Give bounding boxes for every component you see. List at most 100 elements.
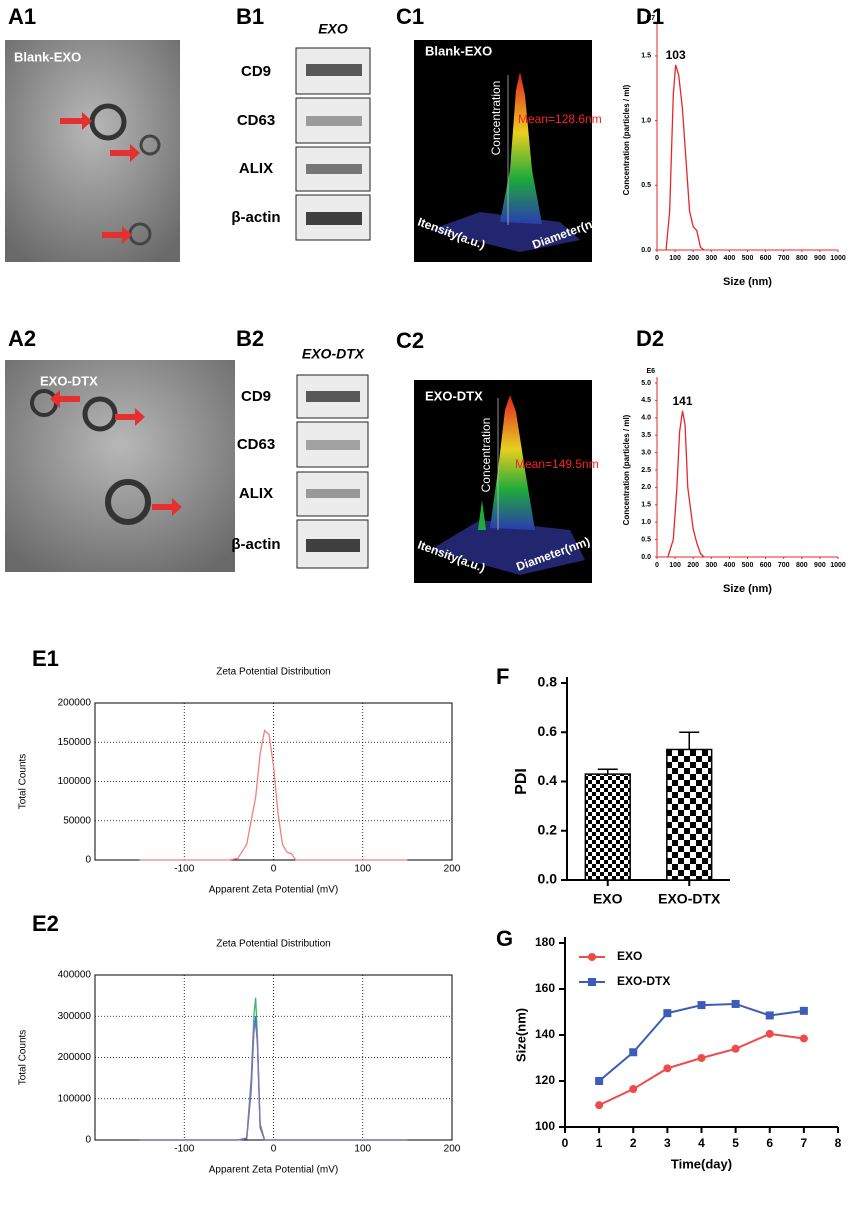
data-point bbox=[765, 1011, 774, 1020]
panel-label: D2 bbox=[636, 326, 664, 351]
x-tick-label: 7 bbox=[801, 1136, 808, 1150]
y-axis-label: Total Counts bbox=[18, 1030, 29, 1086]
panel-label: E1 bbox=[32, 646, 59, 671]
blot-title: EXO-DTX bbox=[302, 346, 366, 362]
panel-label: G bbox=[496, 926, 513, 951]
x-tick-label: 100 bbox=[354, 864, 371, 875]
y-tick-label: 2.0 bbox=[641, 484, 651, 491]
y-axis-label: Concentration (particles / ml) bbox=[622, 84, 631, 195]
x-axis-label: Size (nm) bbox=[723, 276, 772, 288]
x-tick-label: 300 bbox=[705, 255, 717, 262]
x-tick-label: 500 bbox=[742, 562, 754, 569]
x-tick-label: 100 bbox=[669, 255, 681, 262]
annotation: 103 bbox=[666, 48, 686, 62]
x-axis-label: Size (nm) bbox=[723, 583, 772, 595]
blot-band-label: ALIX bbox=[239, 485, 273, 502]
y-tick-label: 0.2 bbox=[538, 821, 558, 837]
data-point bbox=[663, 1064, 672, 1073]
y-tick-label: 0.0 bbox=[641, 554, 651, 561]
panel-label: D1 bbox=[636, 4, 664, 29]
y-tick-label: 140 bbox=[535, 1027, 555, 1041]
blot-band-label: β-actin bbox=[231, 536, 280, 553]
x-tick-label: 800 bbox=[796, 562, 808, 569]
data-point bbox=[799, 1034, 808, 1043]
x-tick-label: 100 bbox=[669, 562, 681, 569]
tem-label: EXO-DTX bbox=[40, 373, 98, 388]
x-tick-label: 0 bbox=[655, 562, 659, 569]
x-tick-label: EXO bbox=[593, 891, 623, 907]
y-tick-label: 5.0 bbox=[641, 380, 651, 387]
y-tick-label: 0.8 bbox=[538, 674, 558, 690]
x-tick-label: 1 bbox=[596, 1136, 603, 1150]
bar bbox=[584, 773, 631, 881]
x-tick-label: 900 bbox=[814, 255, 826, 262]
x-tick-label: 400 bbox=[724, 562, 736, 569]
data-point bbox=[697, 1001, 706, 1010]
y-axis-label: Total Counts bbox=[18, 754, 29, 810]
x-tick-label: 1000 bbox=[830, 562, 846, 569]
x-tick-label: 0 bbox=[271, 864, 277, 875]
blot-band-label: ALIX bbox=[239, 160, 273, 177]
y-tick-label: 300000 bbox=[58, 1011, 92, 1022]
nta-mean: Mean=149.5nm bbox=[515, 457, 599, 471]
western-blot: EXO-DTX CD9 CD63 ALIX β-actin bbox=[231, 346, 369, 569]
blot-title: EXO bbox=[318, 21, 348, 37]
panel-label: B2 bbox=[236, 326, 264, 351]
y-tick-label: 0.0 bbox=[538, 871, 558, 887]
data-point bbox=[663, 1009, 672, 1018]
chart-title: Zeta Potential Distribution bbox=[216, 667, 331, 678]
x-tick-label: 0 bbox=[271, 1144, 277, 1155]
data-point bbox=[731, 1044, 740, 1053]
blot-band-label: CD63 bbox=[237, 112, 275, 129]
x-axis-label: Apparent Zeta Potential (mV) bbox=[209, 1165, 339, 1176]
y-tick-label: 0.6 bbox=[538, 723, 558, 739]
tem-image: Blank-EXO bbox=[5, 40, 180, 262]
panel-label: A2 bbox=[8, 326, 36, 351]
y-tick-label: 2.5 bbox=[641, 467, 651, 474]
x-tick-label: 1000 bbox=[830, 255, 846, 262]
y-tick-label: 3.5 bbox=[641, 432, 651, 439]
y-exponent: E7 bbox=[646, 15, 655, 22]
blot-band-label: CD63 bbox=[237, 436, 275, 453]
x-tick-label: 900 bbox=[814, 562, 826, 569]
x-tick-label: 800 bbox=[796, 255, 808, 262]
x-tick-label: 100 bbox=[354, 1144, 371, 1155]
y-tick-label: 0 bbox=[85, 855, 91, 866]
y-tick-label: 100 bbox=[535, 1119, 555, 1133]
data-line bbox=[139, 729, 408, 861]
blot-band-label: CD9 bbox=[241, 388, 271, 405]
panel-label: C1 bbox=[396, 4, 424, 29]
x-tick-label: 600 bbox=[760, 255, 772, 262]
data-point bbox=[629, 1048, 638, 1057]
y-tick-label: 0.4 bbox=[538, 772, 558, 788]
data-point bbox=[697, 1054, 706, 1062]
y-tick-label: 0.5 bbox=[641, 536, 651, 543]
data-point bbox=[731, 999, 740, 1008]
x-tick-label: 700 bbox=[778, 562, 790, 569]
data-line bbox=[667, 410, 705, 558]
x-tick-label: 200 bbox=[444, 1144, 461, 1155]
data-line bbox=[139, 1016, 408, 1141]
y-axis-label: Size(nm) bbox=[513, 1008, 528, 1062]
data-point bbox=[765, 1029, 774, 1038]
blot-band-label: CD9 bbox=[241, 63, 271, 80]
x-tick-label: 200 bbox=[444, 864, 461, 875]
x-tick-label: 700 bbox=[778, 255, 790, 262]
tem-image: EXO-DTX bbox=[5, 360, 235, 572]
legend-label: EXO-DTX bbox=[617, 974, 670, 988]
y-exponent: E6 bbox=[646, 368, 655, 375]
y-axis-label: PDI bbox=[513, 768, 530, 795]
x-tick-label: 3 bbox=[664, 1136, 671, 1150]
western-blot: EXO CD9 CD63 ALIX β-actin bbox=[231, 21, 371, 241]
nta-label: EXO-DTX bbox=[425, 388, 483, 403]
tem-label: Blank-EXO bbox=[14, 49, 81, 64]
data-point bbox=[595, 1077, 604, 1085]
x-axis-label: Apparent Zeta Potential (mV) bbox=[209, 885, 339, 896]
data-line bbox=[665, 64, 705, 251]
y-tick-label: 120 bbox=[535, 1073, 555, 1087]
nta-axis-label: Concentration bbox=[489, 81, 503, 156]
data-line bbox=[139, 1021, 408, 1141]
nta-3d-plot: EXO-DTX Concentration Mean=149.5nm Itens… bbox=[414, 380, 599, 583]
data-line bbox=[598, 1032, 805, 1107]
